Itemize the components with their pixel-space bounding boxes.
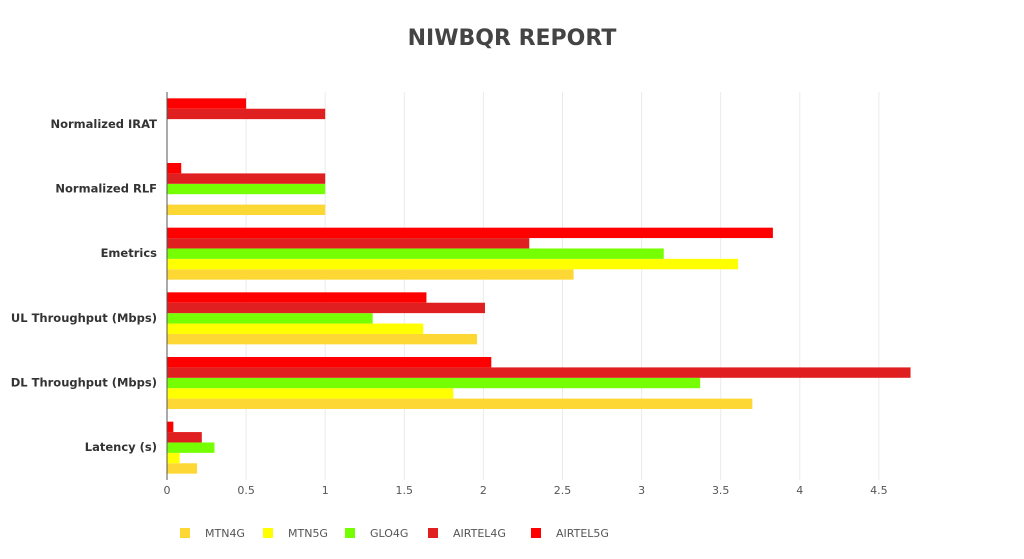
bar — [167, 98, 247, 109]
y-tick-label: Latency (s) — [85, 440, 157, 454]
x-tick-label: 3 — [638, 484, 645, 497]
bar — [167, 258, 739, 270]
x-tick-label: 3.5 — [712, 484, 730, 497]
bar — [167, 357, 492, 368]
legend-label: AIRTEL5G — [556, 527, 609, 540]
bar — [167, 333, 478, 345]
bar — [167, 323, 424, 334]
bar — [167, 108, 326, 120]
bar — [167, 313, 373, 324]
legend-label: AIRTEL4G — [453, 527, 506, 540]
bar — [167, 238, 530, 249]
bar — [167, 248, 664, 259]
bar — [167, 452, 180, 464]
bar — [167, 388, 454, 399]
bar — [167, 292, 427, 303]
x-tick-label: 0 — [164, 484, 171, 497]
legend-marker — [345, 528, 355, 538]
bar — [167, 183, 326, 195]
y-tick-label: Normalized RLF — [55, 182, 157, 196]
legend-marker — [428, 528, 438, 538]
bar — [167, 227, 773, 239]
y-tick-label: Normalized IRAT — [50, 117, 157, 131]
x-tick-label: 1 — [322, 484, 329, 497]
legend-label: MTN5G — [288, 527, 328, 540]
bar — [167, 398, 753, 409]
x-tick-label: 4 — [796, 484, 803, 497]
bar — [167, 163, 182, 174]
bar — [167, 377, 701, 389]
y-tick-label: Emetrics — [101, 246, 158, 260]
bar — [167, 432, 202, 443]
bar — [167, 204, 326, 215]
x-tick-label: 2.5 — [554, 484, 572, 497]
y-tick-label: DL Throughput (Mbps) — [11, 376, 157, 390]
bar — [167, 302, 485, 314]
bar — [167, 269, 574, 280]
x-tick-label: 2 — [480, 484, 487, 497]
x-tick-label: 1.5 — [396, 484, 414, 497]
bar — [167, 173, 326, 184]
legend-label: GLO4G — [370, 527, 408, 540]
bar — [167, 463, 198, 474]
legend-label: MTN4G — [205, 527, 245, 540]
x-tick-label: 4.5 — [870, 484, 888, 497]
bar — [167, 442, 215, 453]
bar — [167, 421, 174, 433]
x-tick-label: 0.5 — [237, 484, 255, 497]
y-tick-label: UL Throughput (Mbps) — [11, 311, 157, 325]
legend-marker — [531, 528, 541, 538]
legend-marker — [263, 528, 273, 538]
legend-marker — [180, 528, 190, 538]
bar — [167, 367, 911, 378]
chart-title: NIWBQR REPORT — [408, 26, 617, 51]
